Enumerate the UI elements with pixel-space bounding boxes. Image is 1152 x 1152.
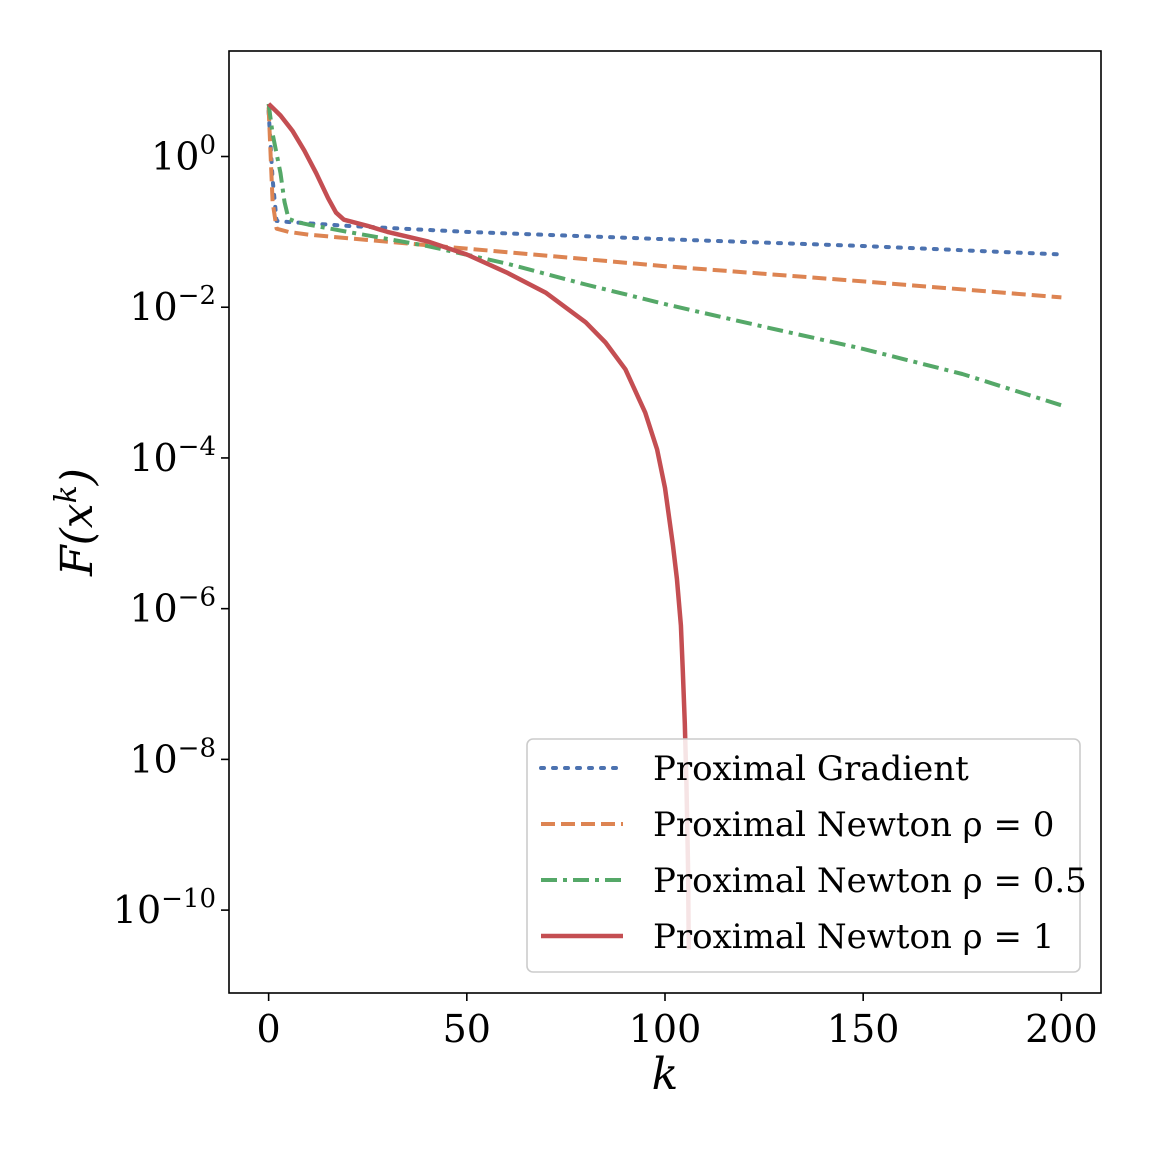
y-tick-label: 10−6 bbox=[129, 583, 216, 631]
x-axis-label: k bbox=[652, 1049, 679, 1100]
legend-label-1: Proximal Gradient bbox=[653, 749, 969, 789]
x-tick-label: 0 bbox=[257, 1007, 281, 1051]
y-tick-label: 10−10 bbox=[113, 884, 216, 932]
legend-label-2: Proximal Newton ρ = 0 bbox=[653, 805, 1054, 845]
series-line-3 bbox=[266, 103, 1063, 408]
y-axis: 100 10−2 10−4 10−6 10−8 10−10 bbox=[113, 131, 229, 932]
x-tick-label: 50 bbox=[443, 1007, 491, 1051]
x-tick-label: 200 bbox=[1025, 1007, 1098, 1051]
x-tick-label: 100 bbox=[629, 1007, 702, 1051]
x-axis: 0 50 100 150 200 bbox=[257, 993, 1098, 1051]
legend-box bbox=[526, 738, 1081, 973]
y-axis-label: F(xk) bbox=[49, 468, 103, 577]
legend-label-3: Proximal Newton ρ = 0.5 bbox=[653, 861, 1087, 901]
x-tick-label: 150 bbox=[827, 1007, 900, 1051]
y-tick-label: 10−4 bbox=[129, 432, 216, 480]
y-tick-label: 10−8 bbox=[129, 733, 216, 781]
y-tick-label: 100 bbox=[151, 131, 216, 179]
legend-label-4: Proximal Newton ρ = 1 bbox=[653, 917, 1054, 957]
legend: Proximal Gradient Proximal Newton ρ = 0 Pr… bbox=[526, 738, 1087, 973]
y-tick-label: 10−2 bbox=[129, 281, 216, 329]
series-layer bbox=[266, 102, 1064, 950]
series-line-4 bbox=[267, 102, 692, 950]
series-line-1 bbox=[266, 109, 1064, 257]
series-line-2 bbox=[266, 107, 1062, 300]
